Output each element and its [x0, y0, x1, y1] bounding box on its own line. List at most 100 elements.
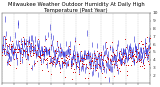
Point: [57, 46, 60, 48]
Point: [31, 50, 33, 51]
Point: [5, 52, 8, 53]
Point: [26, 54, 29, 56]
Point: [54, 49, 57, 51]
Point: [127, 54, 130, 56]
Point: [81, 60, 83, 62]
Point: [1, 51, 4, 52]
Point: [109, 58, 111, 60]
Point: [124, 38, 127, 40]
Point: [84, 59, 86, 60]
Point: [59, 71, 62, 73]
Point: [25, 58, 27, 60]
Point: [53, 55, 56, 56]
Point: [28, 41, 30, 43]
Point: [8, 64, 11, 66]
Point: [51, 56, 54, 58]
Point: [124, 55, 126, 57]
Point: [33, 49, 36, 51]
Point: [35, 53, 37, 55]
Point: [9, 47, 12, 48]
Point: [96, 51, 98, 52]
Point: [40, 63, 42, 65]
Point: [98, 64, 100, 66]
Point: [22, 36, 24, 38]
Point: [89, 56, 91, 57]
Point: [117, 67, 120, 69]
Point: [55, 52, 57, 54]
Point: [13, 48, 15, 50]
Point: [35, 60, 38, 62]
Point: [147, 61, 150, 62]
Point: [107, 57, 109, 58]
Point: [68, 48, 71, 50]
Point: [72, 71, 75, 72]
Point: [4, 38, 7, 39]
Point: [147, 51, 150, 52]
Point: [54, 50, 56, 52]
Point: [84, 63, 87, 65]
Point: [114, 54, 117, 56]
Point: [95, 69, 97, 70]
Point: [112, 51, 115, 53]
Point: [21, 53, 24, 54]
Point: [42, 53, 44, 55]
Point: [40, 55, 42, 56]
Point: [61, 61, 63, 62]
Point: [135, 56, 137, 58]
Point: [52, 62, 55, 63]
Point: [21, 57, 23, 58]
Point: [74, 72, 77, 73]
Point: [74, 41, 76, 42]
Point: [80, 62, 83, 63]
Point: [128, 54, 130, 55]
Point: [144, 45, 146, 47]
Point: [92, 68, 94, 69]
Point: [29, 50, 32, 52]
Point: [6, 44, 8, 45]
Point: [100, 51, 102, 52]
Point: [47, 62, 50, 63]
Point: [59, 67, 61, 68]
Point: [61, 60, 64, 61]
Point: [149, 37, 151, 39]
Point: [92, 58, 95, 59]
Point: [75, 65, 78, 66]
Point: [86, 77, 89, 78]
Point: [7, 52, 9, 53]
Point: [136, 48, 138, 49]
Point: [120, 58, 123, 60]
Point: [93, 53, 95, 54]
Point: [2, 48, 5, 49]
Point: [55, 57, 58, 58]
Point: [12, 51, 14, 52]
Point: [119, 71, 121, 72]
Point: [122, 62, 124, 63]
Point: [60, 58, 62, 59]
Point: [41, 70, 43, 71]
Point: [10, 44, 12, 45]
Point: [73, 68, 76, 70]
Point: [114, 50, 117, 51]
Point: [85, 55, 87, 56]
Point: [48, 55, 50, 56]
Point: [66, 57, 68, 59]
Point: [66, 64, 69, 66]
Point: [106, 58, 109, 60]
Point: [131, 51, 133, 53]
Point: [140, 62, 142, 63]
Point: [121, 57, 124, 58]
Point: [38, 56, 41, 58]
Point: [85, 63, 88, 65]
Point: [113, 75, 116, 76]
Point: [57, 60, 60, 61]
Point: [75, 62, 77, 63]
Point: [17, 49, 19, 50]
Point: [41, 54, 44, 56]
Point: [145, 37, 148, 38]
Point: [11, 40, 13, 42]
Point: [137, 52, 139, 53]
Point: [110, 60, 112, 62]
Point: [134, 51, 136, 52]
Point: [129, 52, 131, 53]
Point: [133, 54, 136, 55]
